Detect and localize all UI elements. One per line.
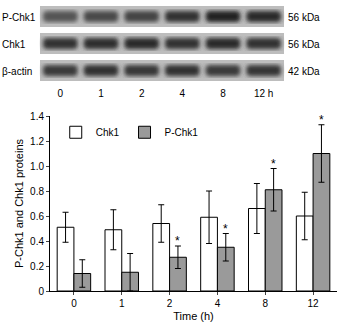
svg-text:0.2: 0.2 (30, 261, 44, 272)
svg-text:56 kDa: 56 kDa (288, 39, 320, 50)
svg-text:2: 2 (167, 298, 173, 309)
svg-text:P-Chk1: P-Chk1 (2, 12, 36, 23)
svg-text:*: * (175, 234, 180, 248)
svg-text:12 h: 12 h (254, 88, 273, 99)
svg-text:0.8: 0.8 (30, 186, 44, 197)
svg-text:42 kDa: 42 kDa (288, 66, 320, 77)
svg-text:0: 0 (71, 298, 77, 309)
svg-text:*: * (271, 157, 276, 171)
svg-text:0: 0 (38, 286, 44, 297)
svg-text:0.6: 0.6 (30, 211, 44, 222)
svg-text:*: * (319, 113, 324, 127)
svg-text:56 kDa: 56 kDa (288, 12, 320, 23)
svg-text:1.2: 1.2 (30, 136, 44, 147)
svg-text:1: 1 (119, 298, 125, 309)
svg-text:Chk1: Chk1 (2, 39, 26, 50)
svg-text:*: * (223, 222, 228, 236)
svg-text:1.0: 1.0 (30, 161, 44, 172)
svg-text:P-Chk1: P-Chk1 (165, 127, 199, 138)
svg-text:β-actin: β-actin (2, 66, 32, 77)
svg-text:0: 0 (58, 88, 64, 99)
svg-text:2: 2 (139, 88, 145, 99)
svg-text:4: 4 (215, 298, 221, 309)
svg-text:8: 8 (262, 298, 268, 309)
svg-text:1.4: 1.4 (30, 111, 44, 122)
svg-text:Chk1: Chk1 (96, 127, 120, 138)
svg-text:Time (h): Time (h) (173, 310, 214, 322)
svg-text:8: 8 (220, 88, 226, 99)
svg-text:P-Chk1 and Chk1 proteins: P-Chk1 and Chk1 proteins (13, 138, 25, 268)
svg-text:1: 1 (98, 88, 104, 99)
svg-text:12: 12 (308, 298, 320, 309)
svg-text:0.4: 0.4 (30, 236, 44, 247)
svg-text:4: 4 (180, 88, 186, 99)
